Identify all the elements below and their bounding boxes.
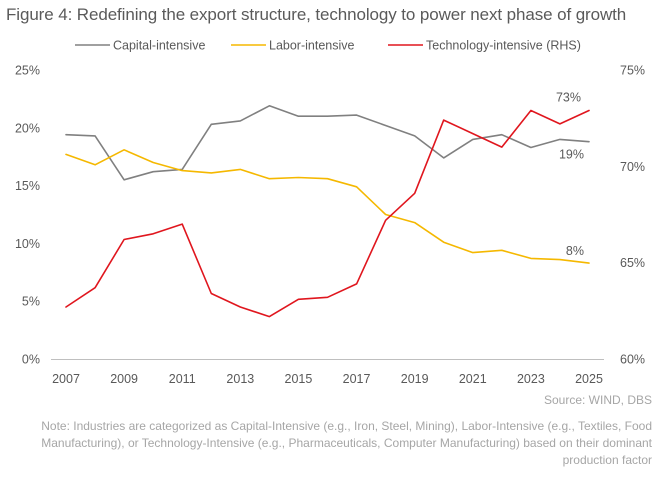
series-line-capital-intensive xyxy=(65,105,590,181)
y-left-tick-label: 0% xyxy=(22,353,40,367)
data-labels: 19% 8% 73% xyxy=(556,90,584,258)
series-line-labor-intensive xyxy=(65,149,590,264)
end-value-label: 19% xyxy=(559,148,584,162)
series-line-technology-intensive-rhs xyxy=(65,109,590,318)
source-note: Source: WIND, DBS xyxy=(543,393,652,407)
x-tick-label: 2023 xyxy=(517,372,545,386)
y-left-tick-label: 10% xyxy=(15,237,40,251)
end-value-label: 73% xyxy=(556,90,581,104)
y-right-tick-label: 75% xyxy=(620,64,645,78)
y-left-tick-label: 15% xyxy=(15,179,40,193)
y-left-tick-label: 20% xyxy=(15,121,40,135)
legend: Capital-intensive Labor-intensive Technolo… xyxy=(75,39,581,53)
x-tick-label: 2011 xyxy=(169,372,196,386)
y-right-tick-label: 60% xyxy=(620,353,645,367)
x-tick-label: 2015 xyxy=(285,372,313,386)
footnote: Note: Industries are categorized as Capi… xyxy=(41,419,652,467)
x-tick-label: 2021 xyxy=(459,372,487,386)
y-right-tick-label: 70% xyxy=(620,160,645,174)
chart-title: Figure 4: Redefining the export structur… xyxy=(6,5,627,24)
x-tick-label: 2017 xyxy=(343,372,371,386)
y-left-tick-label: 5% xyxy=(22,295,40,309)
y-left-tick-label: 25% xyxy=(15,64,40,78)
axes: 2007 2009 2011 2013 2015 2017 2019 2021 2023 2025… xyxy=(15,64,645,387)
legend-label: Capital-intensive xyxy=(113,39,205,53)
end-value-label: 8% xyxy=(566,244,584,258)
x-tick-label: 2019 xyxy=(401,372,429,386)
series-lines xyxy=(65,105,590,318)
line-chart: Capital-intensive Labor-intensive Technolo… xyxy=(15,39,645,387)
x-tick-label: 2009 xyxy=(110,372,138,386)
x-tick-label: 2013 xyxy=(226,372,254,386)
x-tick-label: 2025 xyxy=(575,372,603,386)
legend-label: Technology-intensive (RHS) xyxy=(426,39,581,53)
y-right-tick-label: 65% xyxy=(620,256,645,270)
x-tick-label: 2007 xyxy=(52,372,80,386)
legend-label: Labor-intensive xyxy=(269,39,355,53)
